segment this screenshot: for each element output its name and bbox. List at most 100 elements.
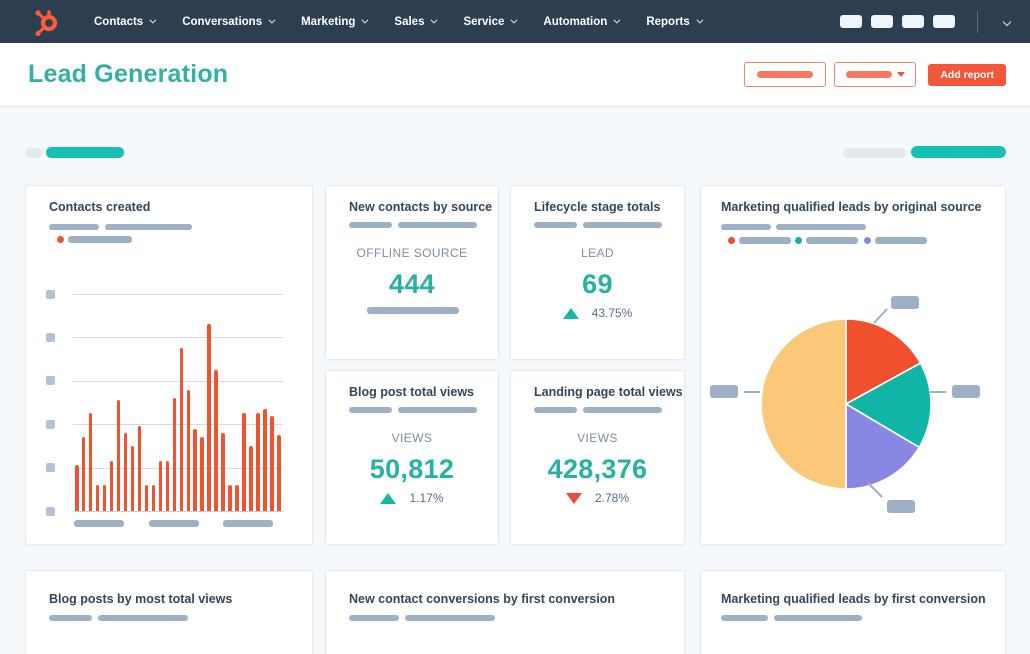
nav-item-label: Automation [543,15,608,28]
hubspot-logo-icon[interactable] [28,5,62,39]
card-contacts-created: Contacts created [25,185,313,545]
card-blog-posts-by-most-total-views: Blog posts by most total views [25,570,313,654]
nav-item-marketing[interactable]: Marketing [287,16,380,28]
bar [256,413,260,511]
gridline [73,294,283,295]
bar [151,485,156,511]
subtitle-placeholder [349,615,399,621]
delta-value: 43.75% [591,306,633,320]
nav-item-label: Conversations [182,15,263,28]
delta-row: 2.78% [511,491,684,505]
button-label-placeholder [757,71,814,78]
nav-item-reports[interactable]: Reports [632,16,714,28]
nav-divider [977,10,978,33]
subtitle-placeholder [583,407,662,413]
pie-callout-placeholder [952,385,980,398]
pie-callout-placeholder [710,385,738,398]
bar [102,485,107,511]
delta-value: 1.17% [409,491,444,505]
card-title: Blog post total views [349,385,475,399]
bar-chart-plot [73,294,283,512]
y-axis-tick-placeholder [46,419,55,429]
nav-item-label: Sales [394,15,425,28]
card-title: Blog posts by most total views [49,592,233,606]
subtitle-placeholder [534,222,577,228]
bar-series [73,294,283,511]
bar [242,413,246,511]
gridline [73,380,283,382]
legend-dot-icon [728,237,735,244]
nav-icon-placeholder[interactable] [902,15,924,28]
metric-value: 428,376 [547,454,648,484]
subtitle-placeholder [776,224,866,230]
nav-icon-placeholder[interactable] [871,15,893,28]
chevron-down-icon [613,16,621,24]
bar [228,485,232,511]
subtitle-placeholder [398,222,477,228]
bar [88,413,93,511]
card-new-contact-conversions: New contact conversions by first convers… [325,570,685,654]
pie-slice-3 [845,403,920,490]
filter-control-right[interactable] [911,146,1006,158]
chevron-down-icon [696,16,704,24]
nav-icon-placeholder[interactable] [840,15,862,28]
nav-right-tools [840,10,1016,33]
nav-item-sales[interactable]: Sales [380,16,449,28]
metric-value: 444 [389,269,435,299]
add-report-button[interactable]: Add report [928,63,1006,86]
y-axis-tick-placeholder [46,289,55,299]
subtitle-placeholder [721,224,771,230]
card-title: New contacts by source [349,200,493,214]
nav-icon-placeholders [840,15,955,28]
bar [277,435,281,511]
filter-control-left[interactable] [46,147,124,158]
bar [207,324,211,511]
delta-row: 43.75% [511,306,684,320]
pie-callout-line [873,308,888,324]
card-lifecycle-stage-totals: Lifecycle stage totals LEAD 69 43.75% [510,185,685,360]
nav-item-label: Marketing [301,15,356,28]
subtitle-placeholder [105,224,192,230]
header-secondary-button[interactable] [744,62,827,87]
nav-item-conversations[interactable]: Conversations [168,16,287,28]
caret-down-icon [896,72,905,77]
nav-item-contacts[interactable]: Contacts [80,16,168,28]
bar [95,485,100,511]
subtitle-placeholder [49,224,99,230]
bar [263,409,267,511]
bar [221,432,225,511]
bar [186,389,190,511]
metric-value: 69 [582,269,613,299]
gridline [73,511,283,512]
nav-item-service[interactable]: Service [449,16,529,28]
bar [235,485,239,511]
bar [179,348,184,511]
subtitle-placeholder [721,615,768,621]
bar [214,369,218,511]
card-mql-by-first-conversion: Marketing qualified leads by first conve… [700,570,1006,654]
account-chevron-down-icon[interactable] [1002,17,1012,26]
chevron-down-icon [430,16,438,24]
header-dropdown-button[interactable] [834,62,917,87]
nav-icon-placeholder[interactable] [933,15,955,28]
card-landing-page-total-views: Landing page total views VIEWS 428,376 2… [510,370,685,545]
bar [123,432,128,511]
bar [172,398,177,511]
card-title: Contacts created [49,200,151,214]
bar [165,461,170,511]
subtitle-placeholder [98,615,188,621]
metric-value: 50,812 [369,454,455,484]
filter-label-placeholder-left [25,148,42,158]
delta-value: 2.78% [594,491,630,505]
bar [158,461,163,511]
x-axis-label-placeholder [223,520,273,527]
subtitle-placeholder [349,407,392,413]
subtitle-placeholder [349,222,392,228]
legend-label-placeholder [739,237,791,244]
chevron-down-icon [510,16,518,24]
card-new-contacts-by-source: New contacts by source OFFLINE SOURCE 44… [325,185,499,360]
page-header: Lead Generation Add report [0,43,1030,107]
delta-row: 1.17% [326,491,498,505]
chevron-down-icon [361,16,369,24]
nav-item-automation[interactable]: Automation [529,16,632,28]
